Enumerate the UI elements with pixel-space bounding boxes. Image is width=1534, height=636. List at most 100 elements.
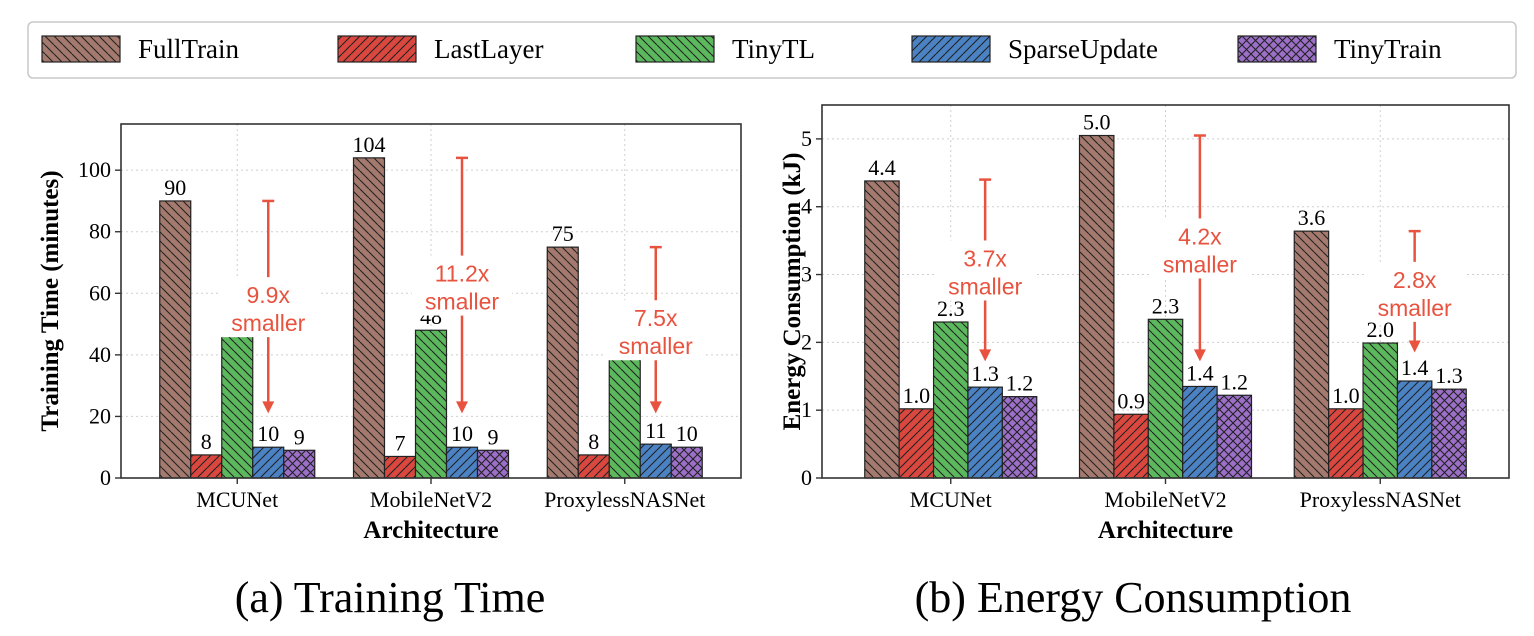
y-tick-label: 5 xyxy=(801,126,812,151)
data-label-sparseupdate-mobilenetv2: 10 xyxy=(451,421,473,446)
bar-tinytl-mobilenetv2 xyxy=(1147,318,1184,479)
annotation-text: smaller xyxy=(231,310,305,336)
y-tick-label: 3 xyxy=(801,262,812,287)
bar-tinytrain-mcunet xyxy=(283,449,316,479)
data-label-tinytrain-mobilenetv2: 9 xyxy=(488,424,499,449)
bar-fulltrain-proxylessnasnet xyxy=(546,246,579,479)
data-label-tinytrain-proxylessnasnet: 1.3 xyxy=(1435,363,1463,388)
bar-tinytrain-mcunet xyxy=(1001,396,1038,479)
bar-lastlayer-mobilenetv2 xyxy=(383,455,417,479)
annotation-text: smaller xyxy=(425,289,499,315)
bar-fulltrain-mobilenetv2 xyxy=(1078,134,1115,479)
bar-sparseupdate-mcunet xyxy=(967,386,1003,479)
panel-caption: (a) Training Time xyxy=(235,573,546,622)
annotation-text: smaller xyxy=(1378,295,1452,321)
x-tick-label-mcunet: MCUNet xyxy=(910,487,992,512)
annotation-ratio: 4.2x xyxy=(1178,223,1222,249)
bar-sparseupdate-mobilenetv2 xyxy=(445,446,479,479)
data-label-tinytrain-mcunet: 9 xyxy=(294,424,305,449)
bar-tinytl-mcunet xyxy=(221,332,254,479)
bar-tinytrain-mobilenetv2 xyxy=(476,449,510,479)
data-label-sparseupdate-proxylessnasnet: 1.4 xyxy=(1401,355,1429,380)
legend: FullTrain LastLayer TinyTL SparseUpdate Tiny… xyxy=(27,21,1517,79)
x-tick-label-proxylessnasnet: ProxylessNASNet xyxy=(1300,487,1461,512)
x-tick-label-mobilenetv2: MobileNetV2 xyxy=(1104,487,1226,512)
bar-tinytrain-proxylessnasnet xyxy=(670,446,703,479)
data-label-fulltrain-mcunet: 90 xyxy=(164,175,186,200)
data-label-sparseupdate-mcunet: 1.3 xyxy=(971,361,999,386)
legend-label-tinytl: TinyTL xyxy=(732,34,815,64)
data-label-tinytrain-mcunet: 1.2 xyxy=(1006,371,1034,396)
annotation-ratio: 9.9x xyxy=(247,282,291,308)
bar-lastlayer-mcunet xyxy=(190,454,223,479)
data-label-tinytl-mobilenetv2: 2.3 xyxy=(1152,293,1180,318)
bar-lastlayer-mobilenetv2 xyxy=(1113,413,1149,479)
y-tick-label: 100 xyxy=(78,157,111,182)
data-label-tinytrain-mobilenetv2: 1.2 xyxy=(1221,369,1249,394)
y-axis-title: Energy Consumption (kJ) xyxy=(779,153,806,431)
y-tick-label: 0 xyxy=(100,465,111,490)
legend-label-tinytrain: TinyTrain xyxy=(1334,34,1442,64)
annotation-text: smaller xyxy=(948,273,1022,299)
legend-swatch-tinytrain xyxy=(1237,35,1317,63)
bar-tinytl-mcunet xyxy=(932,321,969,479)
bar-tinytrain-proxylessnasnet xyxy=(1431,388,1467,479)
x-tick-label-mobilenetv2: MobileNetV2 xyxy=(370,487,492,512)
annotation-ratio: 3.7x xyxy=(963,245,1007,271)
x-axis-title: Architecture xyxy=(363,517,498,544)
y-tick-label: 20 xyxy=(89,403,111,428)
annotation-ratio: 7.5x xyxy=(634,305,678,331)
panel-training-time: 90104758784748411010119910020406080100MC… xyxy=(37,123,742,622)
x-axis-title: Architecture xyxy=(1098,517,1233,544)
legend-swatch-fulltrain xyxy=(41,35,121,63)
bar-tinytrain-mobilenetv2 xyxy=(1216,394,1253,479)
y-tick-label: 60 xyxy=(89,280,111,305)
y-axis-title: Training Time (minutes) xyxy=(37,170,64,431)
bar-lastlayer-mcunet xyxy=(898,408,935,479)
data-label-lastlayer-proxylessnasnet: 8 xyxy=(588,429,599,454)
annotation-ratio: 11.2x xyxy=(435,261,490,287)
legend-swatch-tinytl xyxy=(635,35,715,63)
data-label-fulltrain-mcunet: 4.4 xyxy=(868,155,896,180)
bar-fulltrain-mcunet xyxy=(159,200,192,479)
bar-fulltrain-proxylessnasnet xyxy=(1293,230,1330,479)
annotation-ratio: 2.8x xyxy=(1393,267,1437,293)
y-tick-label: 80 xyxy=(89,219,111,244)
bar-sparseupdate-mobilenetv2 xyxy=(1182,385,1218,479)
x-tick-label-proxylessnasnet: ProxylessNASNet xyxy=(544,487,705,512)
bar-fulltrain-mobilenetv2 xyxy=(352,157,386,479)
y-tick-label: 1 xyxy=(801,397,812,422)
data-label-lastlayer-mcunet: 8 xyxy=(201,429,212,454)
y-tick-label: 0 xyxy=(801,465,812,490)
x-tick-label-mcunet: MCUNet xyxy=(196,487,278,512)
data-label-lastlayer-mobilenetv2: 7 xyxy=(395,430,406,455)
annotation-text: smaller xyxy=(619,333,693,359)
bar-fulltrain-mcunet xyxy=(864,180,900,479)
legend-label-sparseupdate: SparseUpdate xyxy=(1008,34,1158,64)
y-tick-label: 40 xyxy=(89,342,111,367)
annotation-text: smaller xyxy=(1163,251,1237,277)
data-label-lastlayer-proxylessnasnet: 1.0 xyxy=(1332,383,1360,408)
bar-sparseupdate-proxylessnasnet xyxy=(639,443,672,479)
panel-caption: (b) Energy Consumption xyxy=(915,573,1352,622)
panel-energy-consumption: 4.45.03.61.0 0.9 1.02.3 2.32.01.3 1.4 1.41.2 1… xyxy=(779,104,1510,622)
y-tick-label: 2 xyxy=(801,329,812,354)
bar-sparseupdate-mcunet xyxy=(252,446,285,479)
legend-label-lastlayer: LastLayer xyxy=(434,34,543,64)
data-label-sparseupdate-mobilenetv2: 1.4 xyxy=(1186,360,1214,385)
data-label-lastlayer-mcunet: 1.0 xyxy=(903,383,931,408)
bar-tinytl-proxylessnasnet xyxy=(1362,342,1399,479)
data-label-fulltrain-mobilenetv2: 5.0 xyxy=(1083,110,1111,135)
data-label-fulltrain-mobilenetv2: 104 xyxy=(353,132,386,157)
bar-tinytl-mobilenetv2 xyxy=(414,329,448,479)
y-tick-label: 4 xyxy=(801,194,812,219)
legend-swatch-sparseupdate xyxy=(911,35,991,63)
data-label-sparseupdate-proxylessnasnet: 11 xyxy=(645,418,666,443)
data-label-fulltrain-proxylessnasnet: 75 xyxy=(552,221,574,246)
